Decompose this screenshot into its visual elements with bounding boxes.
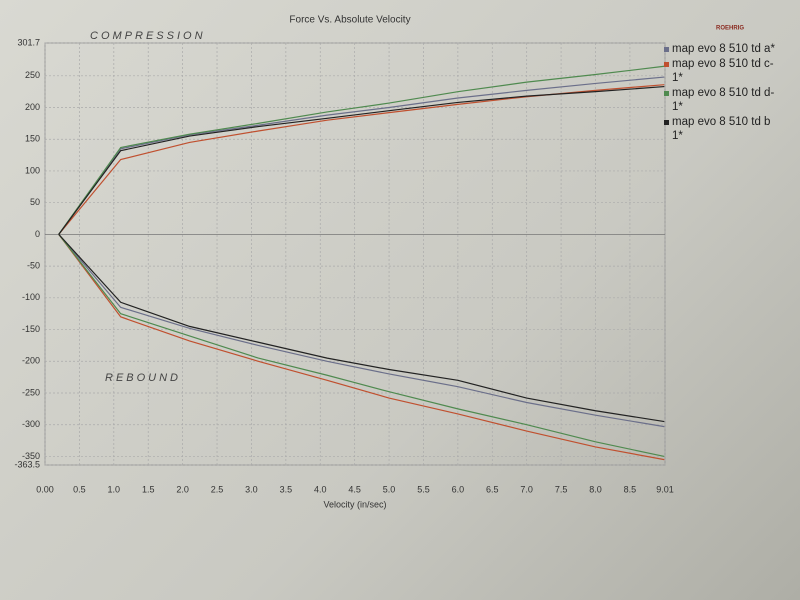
legend-swatch [664,62,669,67]
legend-label: map evo 8 510 td a* [672,43,775,55]
series-line [58,76,665,235]
series-line [58,234,665,458]
x-tick-label: 7.5 [555,484,568,494]
legend-swatch [664,91,669,96]
x-axis-label: Velocity (in/sec) [323,499,386,509]
annotation: COMPRESSION [90,30,206,42]
x-tick-label: 5.5 [417,484,430,494]
x-tick-label: 9.01 [656,484,674,494]
series-line [58,233,665,423]
annotation: REBOUND [105,372,181,384]
legend-item: map evo 8 510 td b 1* [664,115,782,143]
legend-item: map evo 8 510 td c-1* [664,57,782,85]
x-tick-label: 4.5 [348,484,361,494]
legend-label: map evo 8 510 td c-1* [672,58,774,84]
x-tick-label: 2.0 [176,484,189,494]
x-tick-label: 4.0 [314,484,327,494]
x-tick-label: 5.0 [383,484,396,494]
y-tick-label: 250 [25,70,40,80]
y-tick-label: -50 [27,260,40,270]
x-tick-label: 0.00 [36,484,54,494]
y-tick-label: -350 [22,451,40,461]
legend-label: map evo 8 510 td b 1* [672,116,771,142]
y-tick-label: 150 [25,134,40,144]
x-tick-label: 3.0 [245,484,258,494]
x-tick-label: 1.0 [108,484,121,494]
y-tick-label: -300 [22,419,40,429]
y-tick-label: 0 [35,229,40,239]
y-tick-label: -363.5 [14,459,40,469]
x-tick-label: 8.5 [624,484,637,494]
chart-title: Force Vs. Absolute Velocity [289,15,410,26]
series-line [58,234,665,461]
y-tick-label: -200 [22,356,40,366]
legend-label: map evo 8 510 td d-1* [672,87,775,113]
x-tick-label: 2.5 [211,484,224,494]
y-tick-label: 50 [30,197,40,207]
x-tick-label: 0.5 [73,484,86,494]
x-tick-label: 8.0 [589,484,602,494]
y-tick-label: -100 [22,292,40,302]
x-tick-label: 6.5 [486,484,499,494]
legend-item: map evo 8 510 td a* [664,42,782,56]
logo: ROEHRIG [716,26,744,32]
x-tick-label: 3.5 [280,484,293,494]
plot-area [44,42,666,466]
legend-swatch [664,120,669,125]
series-line [58,65,665,235]
x-tick-label: 6.0 [452,484,465,494]
series-line [58,85,665,235]
x-tick-label: 7.0 [520,484,533,494]
legend-item: map evo 8 510 td d-1* [664,86,782,114]
y-tick-label: 200 [25,102,40,112]
legend: map evo 8 510 td a* map evo 8 510 td c-1*… [664,42,782,144]
series-line [58,234,665,428]
legend-swatch [664,47,669,52]
y-tick-label: -150 [22,324,40,334]
y-tick-label: -250 [22,387,40,397]
y-tick-label: 100 [25,165,40,175]
x-tick-label: 1.5 [142,484,155,494]
y-tick-label: 301.7 [17,37,40,47]
